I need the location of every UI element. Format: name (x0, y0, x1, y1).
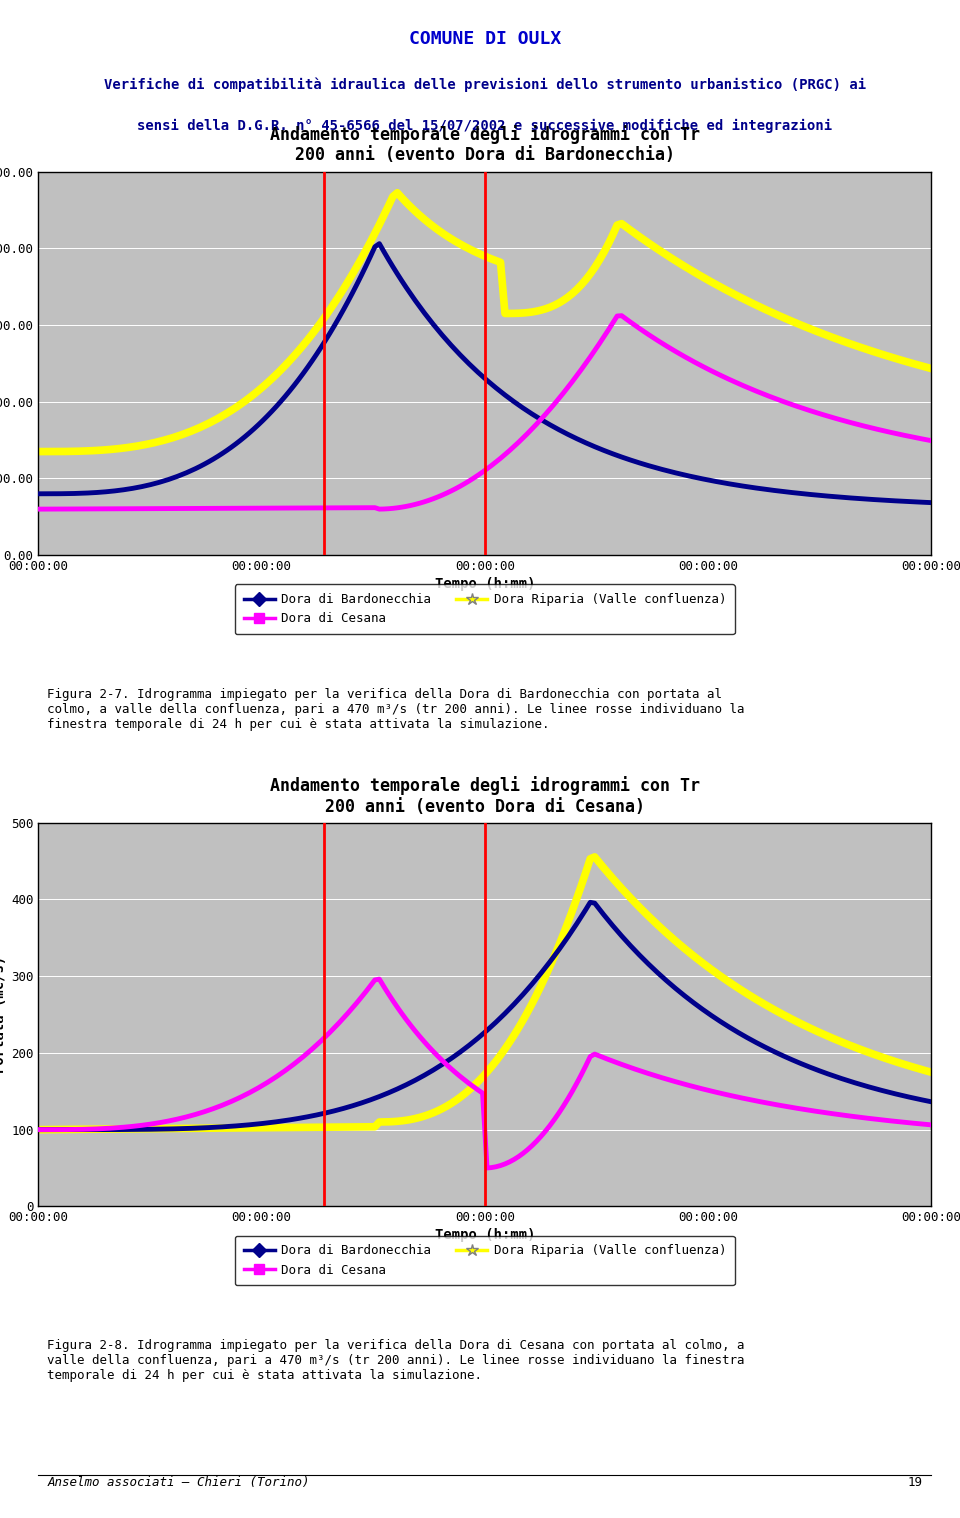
Legend: Dora di Bardonecchia, Dora di Cesana, Dora Riparia (Valle confluenza): Dora di Bardonecchia, Dora di Cesana, Do… (235, 1236, 734, 1286)
Title: Andamento temporale degli idrogrammi con Tr
200 anni (evento Dora di Cesana): Andamento temporale degli idrogrammi con… (270, 776, 700, 815)
Legend: Dora di Bardonecchia, Dora di Cesana, Dora Riparia (Valle confluenza): Dora di Bardonecchia, Dora di Cesana, Do… (235, 584, 734, 635)
Text: COMUNE DI OULX: COMUNE DI OULX (409, 30, 561, 49)
X-axis label: Tempo (h:mm): Tempo (h:mm) (435, 577, 535, 591)
Text: Anselmo associati – Chieri (Torino): Anselmo associati – Chieri (Torino) (47, 1475, 310, 1489)
Text: sensi della D.G.R. n° 45-6566 del 15/07/2002 e successive modifiche ed integrazi: sensi della D.G.R. n° 45-6566 del 15/07/… (137, 118, 832, 134)
Text: Figura 2-8. Idrogramma impiegato per la verifica della Dora di Cesana con portat: Figura 2-8. Idrogramma impiegato per la … (47, 1339, 745, 1381)
Y-axis label: Portata (mc/s): Portata (mc/s) (0, 956, 7, 1073)
Text: Verifiche di compatibilità idraulica delle previsioni dello strumento urbanistic: Verifiche di compatibilità idraulica del… (104, 77, 866, 91)
Title: Andamento temporale degli idrogrammi con Tr
200 anni (evento Dora di Bardonecchi: Andamento temporale degli idrogrammi con… (270, 124, 700, 164)
Text: Figura 2-7. Idrogramma impiegato per la verifica della Dora di Bardonecchia con : Figura 2-7. Idrogramma impiegato per la … (47, 688, 745, 730)
Text: 19: 19 (907, 1475, 923, 1489)
X-axis label: Tempo (h:mm): Tempo (h:mm) (435, 1228, 535, 1242)
